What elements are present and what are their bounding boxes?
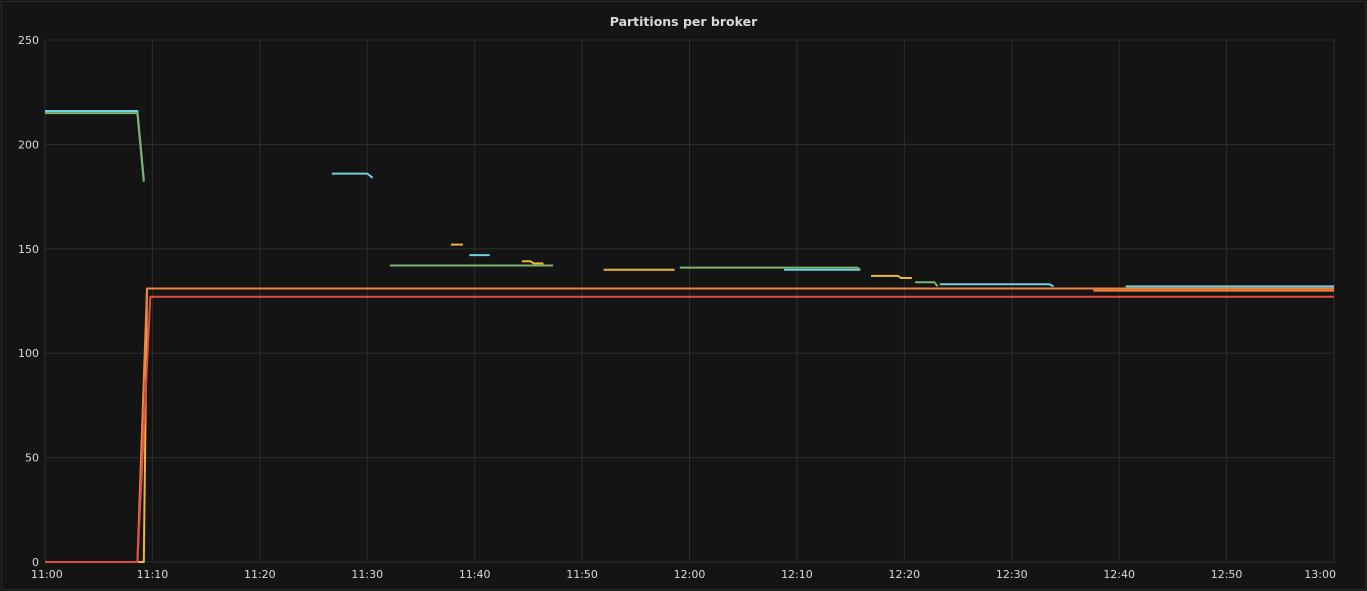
series-line-segment: [45, 112, 145, 183]
y-tick-label: 200: [18, 138, 39, 151]
x-tick-label: 12:50: [1211, 568, 1243, 581]
y-tick-label: 0: [32, 556, 39, 569]
y-tick-label: 100: [18, 347, 39, 360]
x-tick-label: 13:00: [1304, 568, 1336, 581]
series-line-segment: [679, 266, 861, 271]
x-tick-label: 12:20: [888, 568, 920, 581]
y-axis-labels: 0 50 100 150 200 250: [18, 34, 39, 569]
series-line-segment: [939, 283, 1055, 288]
series-line-segment: [521, 260, 544, 265]
y-tick-label: 150: [18, 243, 39, 256]
x-tick-label: 11:40: [459, 568, 491, 581]
x-tick-label: 12:10: [781, 568, 813, 581]
y-tick-label: 250: [18, 34, 39, 47]
x-tick-label: 11:00: [31, 568, 63, 581]
x-axis-labels: 11:00 11:10 11:20 11:30 11:40 11:50 12:00 12:10…: [31, 568, 1336, 581]
grid-lines: [44, 39, 1335, 563]
panel-title[interactable]: Partitions per broker: [609, 14, 758, 29]
series-line-segment: [45, 110, 145, 180]
series-lines: [45, 110, 1334, 563]
x-tick-label: 12:00: [674, 568, 706, 581]
y-tick-label: 50: [25, 452, 39, 465]
x-tick-label: 11:10: [137, 568, 169, 581]
x-tick-label: 12:40: [1103, 568, 1135, 581]
x-tick-label: 12:30: [996, 568, 1028, 581]
series-line-segment: [915, 281, 939, 288]
x-tick-label: 11:50: [566, 568, 598, 581]
series-line-segment: [871, 274, 912, 279]
series-line-segment: [331, 172, 374, 179]
x-tick-label: 11:30: [351, 568, 383, 581]
x-tick-label: 11:20: [244, 568, 276, 581]
series-line-segment: [45, 295, 1334, 563]
